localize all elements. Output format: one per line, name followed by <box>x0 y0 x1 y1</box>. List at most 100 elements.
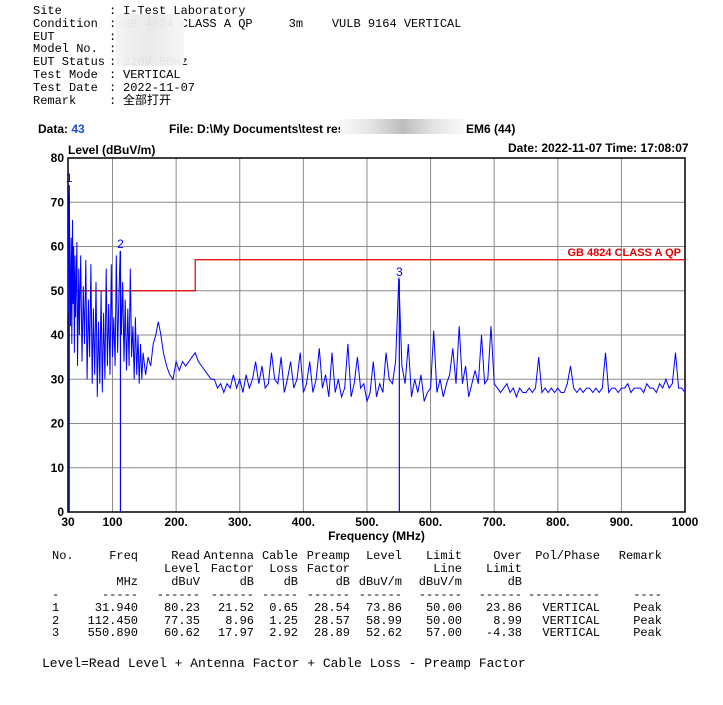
table-cell: Line <box>433 561 462 576</box>
x-tick-label: 100 <box>103 515 123 529</box>
table-cell: VERTICAL <box>542 600 600 615</box>
table-cell: ------ <box>156 587 200 602</box>
table-cell: ---------- <box>527 587 600 602</box>
table-cell: VERTICAL <box>542 613 600 628</box>
table-cell: Level <box>163 561 200 576</box>
table-cell: 0.65 <box>269 600 298 615</box>
redacted-area <box>116 14 184 66</box>
table-cell: Preamp <box>306 549 350 563</box>
table-cell: 1.25 <box>269 613 298 628</box>
table-cell: 2 <box>52 613 60 628</box>
file-suffix: EM6 (44) <box>466 122 516 136</box>
table-cell: 57.00 <box>425 626 462 641</box>
table-cell <box>52 563 78 576</box>
header-key: Remark <box>33 93 77 108</box>
data-value: 43 <box>71 122 85 136</box>
x-tick-label: 500. <box>355 515 378 529</box>
table-cell: Loss <box>269 561 298 576</box>
table-cell: Antenna <box>203 549 254 563</box>
x-tick-label: 700. <box>482 515 505 529</box>
table-cell: Limit <box>485 561 522 576</box>
x-tick-label: 600. <box>419 515 442 529</box>
table-cell: dBuV/m <box>418 574 462 589</box>
header-value: 全部打开 <box>123 93 172 108</box>
header-key: Test Mode <box>33 67 98 82</box>
table-row: 1 31.940 80.23 21.52 0.65 28.54 73.86 50.00 23.8… <box>52 600 662 615</box>
table-cell: 31.940 <box>94 600 138 615</box>
table-cell: 3 <box>52 626 60 641</box>
table-header-row: No. Freq Read Antenna Cable Preamp Level Limit O… <box>52 550 662 563</box>
data-info: Data: 43 <box>38 122 85 136</box>
table-cell: Read <box>171 549 200 563</box>
table-row: 2 112.450 77.35 8.96 1.25 28.57 58.99 50.00 8.99… <box>52 613 662 628</box>
table-cell: Remark <box>618 549 662 563</box>
y-tick-label: 50 <box>51 284 65 298</box>
y-tick-label: 80 <box>51 151 65 165</box>
formula-note: Level=Read Level + Antenna Factor + Cabl… <box>42 656 526 671</box>
x-tick-label: 900. <box>610 515 633 529</box>
table-cell <box>600 576 662 589</box>
header-key: Site <box>33 4 62 18</box>
table-cell: Over <box>493 549 522 563</box>
table-cell <box>600 563 662 576</box>
x-tick-label: 30 <box>61 515 75 529</box>
header-separator: : <box>109 80 117 95</box>
table-cell: dB <box>335 574 350 589</box>
table-cell: 112.450 <box>87 613 138 628</box>
marker-label: 1 <box>66 171 73 185</box>
table-cell <box>78 563 138 576</box>
x-axis-label: Frequency (MHz) <box>328 529 425 543</box>
table-cell: dB <box>239 574 254 589</box>
header-value: VERTICAL <box>123 67 181 82</box>
header-key: EUT Status <box>33 55 106 70</box>
table-cell: 8.99 <box>493 613 522 628</box>
table-cell: Factor <box>210 561 254 576</box>
x-tick-label: 300. <box>228 515 251 529</box>
header-row: Model No.: <box>33 43 461 56</box>
header-key: Model No. <box>33 42 98 57</box>
results-table: No. Freq Read Antenna Cable Preamp Level Limit O… <box>52 550 662 640</box>
table-cell: 28.57 <box>313 613 350 628</box>
y-tick-label: 0 <box>57 505 64 519</box>
table-cell: 21.52 <box>217 600 254 615</box>
table-cell: ------ <box>210 587 254 602</box>
header-key: Condition <box>33 16 98 31</box>
table-cell: Peak <box>633 600 662 615</box>
x-tick-label: 400. <box>292 515 315 529</box>
marker-label: 3 <box>396 265 403 279</box>
table-cell: 550.890 <box>87 626 138 641</box>
table-cell: MHz <box>116 574 138 589</box>
table-cell: 73.86 <box>365 600 402 615</box>
table-cell: 80.23 <box>163 600 200 615</box>
table-header-row: Level Factor Loss Factor Line Limit <box>52 563 662 576</box>
table-cell: 28.54 <box>313 600 350 615</box>
table-cell: 58.99 <box>365 613 402 628</box>
table-row: 3 550.890 60.62 17.97 2.92 28.89 52.62 57.00 -4.… <box>52 627 662 640</box>
table-cell: 23.86 <box>485 600 522 615</box>
table-cell: 77.35 <box>163 613 200 628</box>
header-separator: : <box>109 4 117 18</box>
x-tick-label: 1000 <box>672 515 699 529</box>
table-cell: Limit <box>425 549 462 563</box>
header-key: Test Date <box>33 80 98 95</box>
table-cell <box>522 563 600 576</box>
table-cell <box>350 563 402 576</box>
header-value: 2022-11-07 <box>123 80 196 95</box>
header-separator: : <box>109 67 117 82</box>
header-separator: : <box>109 93 117 108</box>
y-tick-label: 70 <box>51 195 65 209</box>
table-cell: 8.96 <box>225 613 254 628</box>
limit-line <box>68 259 685 292</box>
y-tick-label: 30 <box>51 372 65 386</box>
header-separator: : <box>109 16 117 31</box>
table-cell: 52.62 <box>365 626 402 641</box>
table-cell: dB <box>283 574 298 589</box>
header-row: EUT: <box>33 29 461 44</box>
header-row: Test Date:2022-11-07 <box>33 80 461 95</box>
table-cell: Factor <box>306 561 350 576</box>
table-cell: 60.62 <box>163 626 200 641</box>
report-header: Site: I-Test Laboratory Condition: GB 4824 … <box>33 5 461 107</box>
redacted-path <box>340 119 465 134</box>
table-cell: 17.97 <box>217 626 254 641</box>
header-key: EUT <box>33 29 55 44</box>
